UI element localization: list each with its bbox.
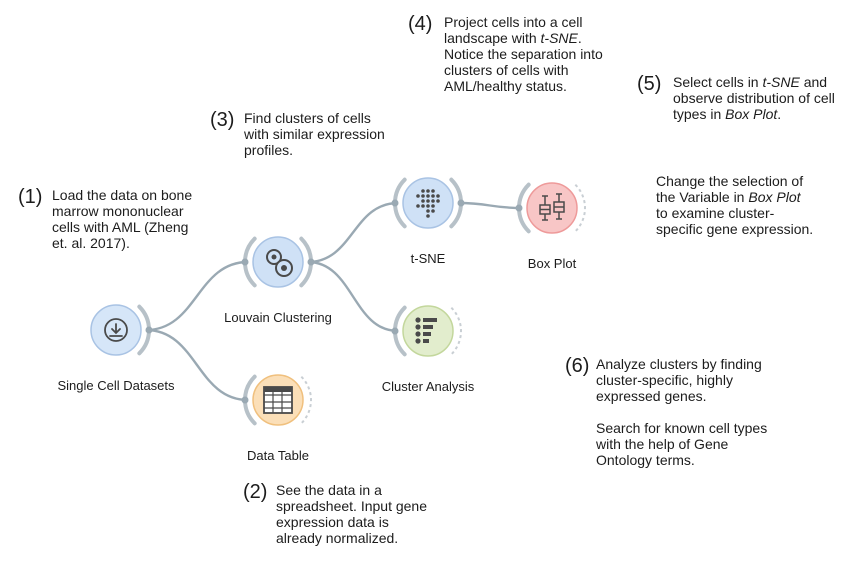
note-number: (5): [637, 73, 662, 95]
note-6: (6) Analyze clusters by finding cluster-…: [565, 355, 795, 468]
widget-label: Box Plot: [527, 256, 577, 271]
widget-label: Single Cell Datasets: [57, 378, 175, 393]
input-anchor[interactable]: [515, 204, 523, 212]
list-bullets-icon: [415, 317, 437, 344]
widget-single-cell-datasets[interactable]: [90, 304, 153, 356]
link-louvain_clustering-to-tsne[interactable]: [307, 201, 399, 264]
note-4: (4) Project cells into a cell landscape …: [408, 13, 628, 94]
note-text: Analyze clusters by finding cluster-spec…: [596, 356, 768, 468]
input-anchor[interactable]: [391, 199, 399, 207]
widget-body[interactable]: [526, 182, 578, 234]
cluster-circles-icon: [266, 249, 293, 277]
widget-tsne[interactable]: [391, 177, 465, 229]
download-icon: [104, 318, 128, 342]
link-single_cell_datasets-to-data_table[interactable]: [145, 328, 249, 402]
workflow-links: [145, 201, 523, 402]
note-5b: Change the selection of the Variable in …: [656, 173, 826, 237]
note-1: (1) Load the data on bone marrow mononuc…: [18, 186, 218, 251]
note-text: Change the selection of the Variable in …: [656, 173, 814, 237]
widget-data-table[interactable]: [241, 374, 312, 426]
link-louvain_clustering-to-cluster_analysis[interactable]: [307, 260, 399, 333]
widget-louvain-clustering[interactable]: [241, 236, 315, 288]
output-anchor[interactable]: [145, 326, 153, 334]
note-number: (4): [408, 13, 433, 35]
note-text: See the data in a spreadsheet. Input gen…: [276, 482, 428, 546]
widget-body[interactable]: [402, 305, 454, 357]
input-anchor[interactable]: [241, 258, 249, 266]
note-text: Load the data on bone marrow mononuclear…: [52, 187, 193, 251]
output-channel-empty: [300, 375, 312, 425]
note-text: Select cells in t-SNE and observe distri…: [673, 74, 835, 122]
widget-cluster-analysis[interactable]: [391, 305, 462, 357]
note-number: (6): [565, 355, 590, 377]
note-number: (3): [210, 109, 235, 131]
output-anchor[interactable]: [457, 199, 465, 207]
widget-label: Cluster Analysis: [381, 379, 475, 394]
widget-body[interactable]: [402, 177, 454, 229]
box-plot-icon: [539, 193, 565, 221]
output-channel-empty: [574, 183, 586, 233]
table-grid-icon: [263, 386, 293, 414]
widget-label: t-SNE: [410, 251, 446, 266]
widget-box-plot[interactable]: [515, 182, 586, 234]
note-text: Find clusters of cells with similar expr…: [244, 110, 385, 158]
note-number: (2): [243, 481, 268, 503]
link-single_cell_datasets-to-louvain_clustering[interactable]: [145, 260, 249, 332]
input-anchor[interactable]: [391, 327, 399, 335]
note-5: (5) Select cells in t-SNE and observe di…: [637, 73, 857, 122]
dot-grid-icon: [416, 189, 440, 218]
note-number: (1): [18, 186, 43, 208]
link-tsne-to-box_plot[interactable]: [457, 201, 523, 210]
output-anchor[interactable]: [307, 258, 315, 266]
workflow-nodes: [90, 177, 586, 426]
note-text: Project cells into a cell landscape with…: [444, 14, 603, 94]
note-2: (2) See the data in a spreadsheet. Input…: [243, 481, 463, 546]
widget-label: Data Table: [247, 448, 309, 463]
widget-label: Louvain Clustering: [224, 310, 332, 325]
note-3: (3) Find clusters of cells with similar …: [210, 109, 410, 158]
input-anchor[interactable]: [241, 396, 249, 404]
output-channel-empty: [450, 306, 462, 356]
